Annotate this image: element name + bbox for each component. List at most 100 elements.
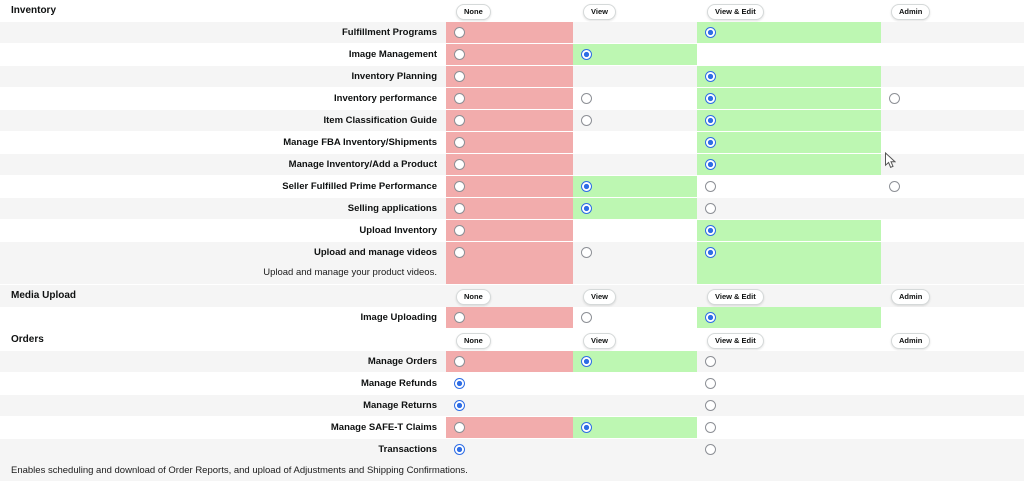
radio-view[interactable] [581, 93, 592, 104]
row-label: Selling applications [347, 203, 437, 214]
cell-none [446, 373, 573, 394]
column-button-admin[interactable]: Admin [891, 4, 931, 20]
radio-none[interactable] [454, 27, 465, 38]
radio-view_edit[interactable] [705, 356, 716, 367]
radio-view-selected[interactable] [581, 422, 592, 433]
radio-view[interactable] [581, 115, 592, 126]
radio-none-selected[interactable] [454, 400, 465, 411]
cell-view_edit [697, 220, 881, 241]
radio-view_edit-selected[interactable] [705, 115, 716, 126]
radio-none[interactable] [454, 137, 465, 148]
radio-view_edit-selected[interactable] [705, 71, 716, 82]
cell-none [446, 395, 573, 416]
radio-none[interactable] [454, 49, 465, 60]
cell-none [446, 198, 573, 219]
radio-view_edit-selected[interactable] [705, 159, 716, 170]
radio-none[interactable] [454, 203, 465, 214]
row-label: Upload and manage videos [314, 247, 437, 258]
column-button-none[interactable]: None [456, 289, 491, 305]
label-cell: Selling applications [0, 198, 446, 219]
radio-view_edit[interactable] [705, 181, 716, 192]
radio-none[interactable] [454, 159, 465, 170]
column-button-view-edit[interactable]: View & Edit [707, 333, 764, 349]
cell-admin [881, 307, 1024, 328]
column-none: None [446, 329, 573, 349]
label-cell: Seller Fulfilled Prime Performance [0, 176, 446, 197]
label-cell: Image Uploading [0, 307, 446, 328]
radio-none[interactable] [454, 115, 465, 126]
column-button-admin[interactable]: Admin [891, 333, 931, 349]
row-label: Item Classification Guide [323, 115, 438, 126]
radio-view_edit-selected[interactable] [705, 27, 716, 38]
radio-admin[interactable] [889, 93, 900, 104]
table-row-manage-returns: Manage Returns [0, 395, 1024, 417]
cell-admin [881, 417, 1024, 438]
radio-none-selected[interactable] [454, 378, 465, 389]
radio-none[interactable] [454, 181, 465, 192]
cell-admin [881, 198, 1024, 219]
radio-none[interactable] [454, 225, 465, 236]
table-row-upload-inventory: Upload Inventory [0, 220, 1024, 242]
radio-admin[interactable] [889, 181, 900, 192]
radio-view_edit[interactable] [705, 378, 716, 389]
cell-view [573, 132, 697, 153]
cell-none [446, 22, 573, 43]
radio-view_edit[interactable] [705, 203, 716, 214]
radio-view_edit-selected[interactable] [705, 247, 716, 258]
cell-none [446, 110, 573, 131]
column-button-view-edit[interactable]: View & Edit [707, 4, 764, 20]
radio-view_edit-selected[interactable] [705, 137, 716, 148]
radio-view_edit[interactable] [705, 444, 716, 455]
radio-view_edit[interactable] [705, 400, 716, 411]
radio-none[interactable] [454, 422, 465, 433]
radio-none[interactable] [454, 93, 465, 104]
radio-view_edit[interactable] [705, 422, 716, 433]
row-description: Upload and manage your product videos. [263, 267, 437, 278]
radio-view[interactable] [581, 312, 592, 323]
table-row-image-uploading: Image Uploading [0, 307, 1024, 329]
column-view: View [573, 0, 697, 20]
radio-view-selected[interactable] [581, 181, 592, 192]
radio-view-selected[interactable] [581, 356, 592, 367]
column-button-view[interactable]: View [583, 289, 616, 305]
column-button-view-edit[interactable]: View & Edit [707, 289, 764, 305]
radio-none-selected[interactable] [454, 444, 465, 455]
column-button-admin[interactable]: Admin [891, 289, 931, 305]
cell-none [446, 176, 573, 197]
cell-view [573, 351, 697, 372]
radio-none[interactable] [454, 312, 465, 323]
row-label: Image Management [348, 49, 437, 60]
column-button-none[interactable]: None [456, 333, 491, 349]
radio-view_edit-selected[interactable] [705, 225, 716, 236]
cell-view_edit [697, 351, 881, 372]
radio-view-selected[interactable] [581, 49, 592, 60]
cell-admin [881, 351, 1024, 372]
cell-none [446, 154, 573, 175]
cell-admin [881, 395, 1024, 416]
cell-view [573, 395, 697, 416]
label-cell: Manage Returns [0, 395, 446, 416]
radio-none[interactable] [454, 247, 465, 258]
table-row-fulfillment-programs: Fulfillment Programs [0, 22, 1024, 44]
column-button-view[interactable]: View [583, 4, 616, 20]
radio-view_edit-selected[interactable] [705, 93, 716, 104]
column-view: View [573, 329, 697, 349]
radio-view-selected[interactable] [581, 203, 592, 214]
table-row-manage-inventory-add-a-product: Manage Inventory/Add a Product [0, 154, 1024, 176]
cell-view [573, 176, 697, 197]
radio-none[interactable] [454, 356, 465, 367]
radio-view_edit-selected[interactable] [705, 312, 716, 323]
column-button-view[interactable]: View [583, 333, 616, 349]
radio-view[interactable] [581, 247, 592, 258]
row-label: Inventory Planning [351, 71, 437, 82]
cell-admin [881, 44, 1024, 65]
column-button-none[interactable]: None [456, 4, 491, 20]
row-label: Fulfillment Programs [341, 27, 437, 38]
row-label: Transactions [378, 444, 437, 455]
cell-view_edit [697, 395, 881, 416]
radio-none[interactable] [454, 71, 465, 82]
cell-admin [881, 110, 1024, 131]
cell-admin [881, 22, 1024, 43]
cell-view_edit [697, 44, 881, 65]
cell-view_edit [697, 110, 881, 131]
